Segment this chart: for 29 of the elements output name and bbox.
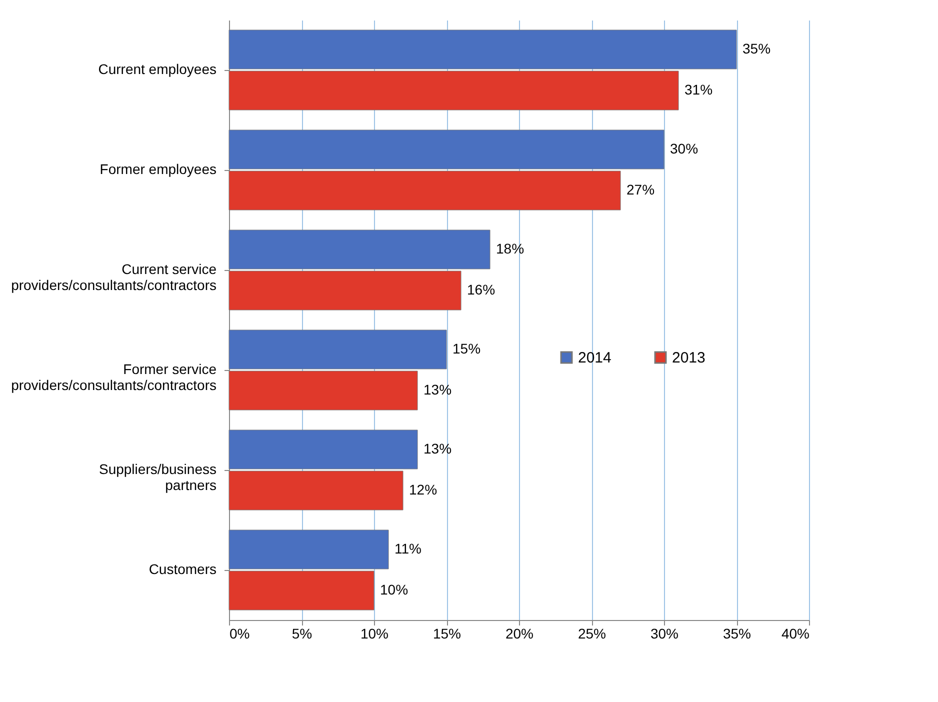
x-tick-label: 10% bbox=[360, 626, 389, 642]
y-tick-label: Suppliers/business partners bbox=[98, 461, 216, 493]
legend-label: 2014 bbox=[578, 350, 612, 367]
data-label: 16% bbox=[467, 282, 496, 298]
y-tick-label: Customers bbox=[148, 561, 216, 577]
x-tick-label: 15% bbox=[432, 626, 462, 642]
x-tick-label: 20% bbox=[505, 626, 534, 642]
x-tick-label: 40% bbox=[781, 626, 810, 642]
data-label: 13% bbox=[424, 440, 452, 456]
x-tick-label: 35% bbox=[722, 626, 752, 642]
data-label: 15% bbox=[452, 340, 481, 356]
data-label: 18% bbox=[496, 240, 524, 256]
x-tick-label: 5% bbox=[292, 626, 312, 642]
data-label: 31% bbox=[684, 82, 713, 98]
x-tick-label: 0% bbox=[230, 626, 250, 642]
y-tick-label: Current employees bbox=[98, 61, 216, 77]
data-label: 35% bbox=[742, 40, 771, 56]
data-label: 10% bbox=[380, 582, 408, 598]
y-tick-label: Former employees bbox=[100, 161, 216, 177]
legend-label: 2013 bbox=[672, 350, 706, 367]
data-label: 11% bbox=[394, 540, 422, 556]
data-label: 13% bbox=[424, 382, 452, 398]
data-label: 30% bbox=[670, 140, 698, 156]
data-label: 27% bbox=[626, 182, 655, 198]
data-label: 12% bbox=[409, 482, 438, 498]
y-tick-label: Former service providers/consultants/contractors bbox=[11, 361, 217, 393]
x-tick-label: 25% bbox=[578, 626, 606, 642]
x-tick-label: 30% bbox=[650, 626, 679, 642]
y-tick-label: Current service providers/consultants/contractors bbox=[11, 261, 217, 293]
